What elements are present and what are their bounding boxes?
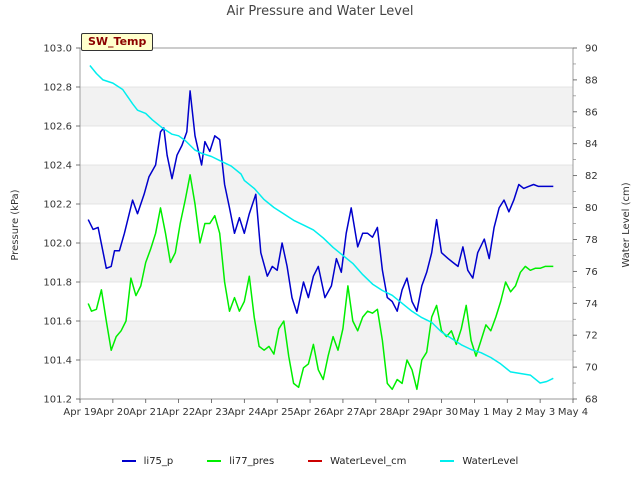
right-tick-label: 74 bbox=[585, 299, 598, 310]
left-tick-label: 102.0 bbox=[43, 239, 72, 250]
right-tick-label: 76 bbox=[585, 267, 598, 278]
left-tick-label: 103.0 bbox=[43, 44, 72, 55]
x-tick-label: May 1 bbox=[459, 407, 489, 418]
right-tick-label: 68 bbox=[585, 395, 598, 406]
x-tick-label: May 4 bbox=[558, 407, 588, 418]
right-tick-label: 90 bbox=[585, 44, 598, 55]
right-tick-label: 80 bbox=[585, 203, 598, 214]
right-tick-label: 78 bbox=[585, 235, 598, 246]
left-tick-label: 102.8 bbox=[43, 83, 72, 94]
x-tick-label: Apr 24 bbox=[228, 407, 261, 418]
right-tick-label: 84 bbox=[585, 139, 598, 150]
x-tick-label: Apr 26 bbox=[293, 407, 326, 418]
chart-title: Air Pressure and Water Level bbox=[226, 4, 413, 19]
plot-background-bands bbox=[80, 87, 573, 360]
legend-label: WaterLevel_cm bbox=[330, 455, 407, 467]
x-axis-ticks: Apr 19 Apr 20 Apr 21 Apr 22 Apr 23 Apr 24 Apr … bbox=[63, 399, 588, 418]
legend-swatch bbox=[121, 460, 136, 462]
legend-swatch bbox=[207, 460, 222, 462]
chart-legend: li75_p li77_pres WaterLevel_cm WaterLevel bbox=[0, 452, 640, 470]
background-band bbox=[80, 165, 573, 204]
right-tick-label: 72 bbox=[585, 331, 598, 342]
right-axis-title: Water Level (cm) bbox=[621, 182, 632, 267]
left-tick-label: 101.4 bbox=[43, 356, 72, 367]
legend-item: li77_pres bbox=[207, 456, 274, 467]
right-tick-label: 82 bbox=[585, 171, 598, 182]
legend-label: WaterLevel bbox=[462, 455, 519, 467]
right-tick-label: 70 bbox=[585, 363, 598, 374]
left-axis-title: Pressure (kPa) bbox=[10, 189, 21, 260]
x-tick-label: Apr 22 bbox=[162, 407, 195, 418]
x-tick-label: May 2 bbox=[492, 407, 522, 418]
x-tick-label: Apr 19 bbox=[63, 407, 96, 418]
legend-item: WaterLevel bbox=[440, 456, 518, 467]
x-tick-label: Apr 30 bbox=[425, 407, 458, 418]
background-band bbox=[80, 87, 573, 126]
x-tick-label: Apr 27 bbox=[326, 407, 359, 418]
left-tick-label: 101.2 bbox=[43, 395, 72, 406]
series-layer bbox=[87, 65, 554, 391]
x-tick-label: Apr 28 bbox=[359, 407, 392, 418]
left-tick-label: 101.8 bbox=[43, 278, 72, 289]
left-tick-label: 102.2 bbox=[43, 200, 72, 211]
background-band bbox=[80, 243, 573, 282]
series-line-waterlevel bbox=[89, 65, 554, 384]
legend-item: li75_p bbox=[121, 455, 174, 467]
x-tick-label: May 3 bbox=[525, 407, 555, 418]
legend-swatch bbox=[308, 460, 323, 462]
legend-label: li77_pres bbox=[229, 455, 275, 467]
left-tick-label: 102.4 bbox=[43, 161, 72, 172]
right-axis-ticks: 68 70 72 74 76 78 80 82 84 86 88 90 bbox=[573, 44, 598, 406]
right-tick-label: 88 bbox=[585, 75, 598, 86]
x-tick-label: Apr 29 bbox=[392, 407, 425, 418]
series-line-li77-pres bbox=[87, 174, 554, 391]
right-tick-label: 86 bbox=[585, 107, 598, 118]
legend-item: WaterLevel_cm bbox=[308, 456, 406, 467]
left-tick-label: 102.6 bbox=[43, 122, 72, 133]
left-tick-label: 101.6 bbox=[43, 317, 72, 328]
legend-label: li75_p bbox=[143, 455, 174, 467]
left-axis-ticks: 101.2 101.4 101.6 101.8 102.0 102.2 102.4 102.6… bbox=[43, 44, 80, 406]
series-line-li75-p bbox=[87, 90, 554, 314]
x-tick-label: Apr 21 bbox=[129, 407, 162, 418]
x-tick-label: Apr 20 bbox=[96, 407, 129, 418]
background-band bbox=[80, 321, 573, 360]
legend-swatch bbox=[440, 460, 455, 462]
site-label-badge: SW_Temp bbox=[81, 33, 154, 51]
x-tick-label: Apr 25 bbox=[261, 407, 294, 418]
x-tick-label: Apr 23 bbox=[195, 407, 228, 418]
